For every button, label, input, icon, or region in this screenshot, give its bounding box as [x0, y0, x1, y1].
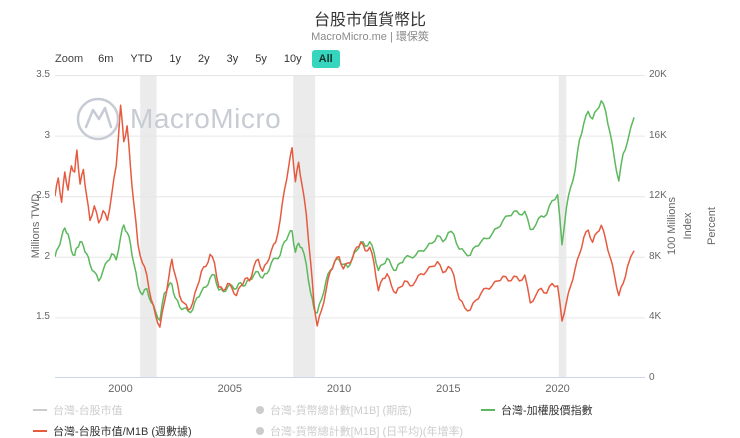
zoom-label: Zoom	[55, 53, 84, 65]
axis-tick-label: 20K	[649, 69, 667, 80]
legend-marker-dot-icon	[256, 406, 264, 414]
page-title: 台股市值貨幣比	[313, 12, 426, 29]
right-axis-ticks: 0 4K 8K 12K 16K 20K	[649, 0, 679, 438]
legend-label: 台灣-台股市值/M1B (週數據)	[53, 426, 192, 438]
legend-item-taiex-index[interactable]: 台灣-加權股價指數	[481, 402, 593, 418]
axis-tick-label: 3	[44, 129, 50, 141]
axis-tick-label: 1.5	[36, 311, 50, 323]
axis-tick-label: 12K	[649, 190, 667, 202]
axis-tick-label: 2020	[545, 383, 570, 395]
legend-item-m1b-daily-avg-yoy[interactable]: 台灣-貨幣總計數[M1B] (日平均)(年增率)	[256, 423, 463, 438]
axis-tick-label: 16K	[649, 129, 667, 141]
axis-tick-label: 2.5	[36, 190, 50, 202]
legend-label: 台灣-台股市值	[53, 405, 123, 417]
legend-label: 台灣-加權股價指數	[501, 405, 593, 417]
legend-item-taiwan-stock-market-cap[interactable]: 台灣-台股市值	[33, 402, 123, 418]
legend-item-marketcap-m1b-ratio[interactable]: 台灣-台股市值/M1B (週數據)	[33, 423, 192, 438]
zoom-3y-button[interactable]: 3y	[220, 50, 246, 68]
legend-label: 台灣-貨幣總計數[M1B] (期底)	[270, 405, 412, 417]
zoom-2y-button[interactable]: 2y	[191, 50, 217, 68]
axis-tick-label: 2015	[436, 383, 461, 395]
zoom-6m-button[interactable]: 6m	[91, 50, 120, 68]
legend-label: 台灣-貨幣總計數[M1B] (日平均)(年增率)	[270, 426, 464, 438]
legend-marker-dot-icon	[256, 427, 264, 435]
legend-marker-line-icon	[481, 409, 495, 411]
zoom-all-button[interactable]: All	[311, 50, 340, 68]
legend-item-m1b-period-end[interactable]: 台灣-貨幣總計數[M1B] (期底)	[256, 402, 412, 418]
zoom-1y-button[interactable]: 1y	[162, 50, 188, 68]
left-axis-ticks: 1.5 2 2.5 3 3.5	[0, 0, 50, 438]
axis-tick-label: 2005	[217, 383, 243, 395]
axis-tick-label: 3.5	[36, 69, 50, 80]
axis-tick-label: 4K	[649, 311, 662, 323]
chart-subtitle: MacroMicro.me | 環保筴	[311, 31, 429, 43]
chart-plot[interactable]	[55, 75, 645, 378]
axis-tick-label: 2000	[108, 383, 133, 395]
zoom-5y-button[interactable]: 5y	[248, 50, 274, 68]
axis-tick-label: 2	[44, 250, 50, 262]
axis-tick-label: 0	[649, 372, 655, 383]
zoom-toolbar: Zoom 6m YTD 1y 2y 3y 5y 10y All	[55, 50, 340, 68]
zoom-ytd-button[interactable]: YTD	[123, 50, 159, 68]
axis-tick-label: 8K	[649, 250, 662, 262]
axis-tick-label: 2010	[326, 383, 352, 395]
zoom-10y-button[interactable]: 10y	[277, 50, 309, 68]
legend-marker-line-icon	[33, 409, 47, 411]
legend-marker-line-icon	[33, 430, 47, 432]
